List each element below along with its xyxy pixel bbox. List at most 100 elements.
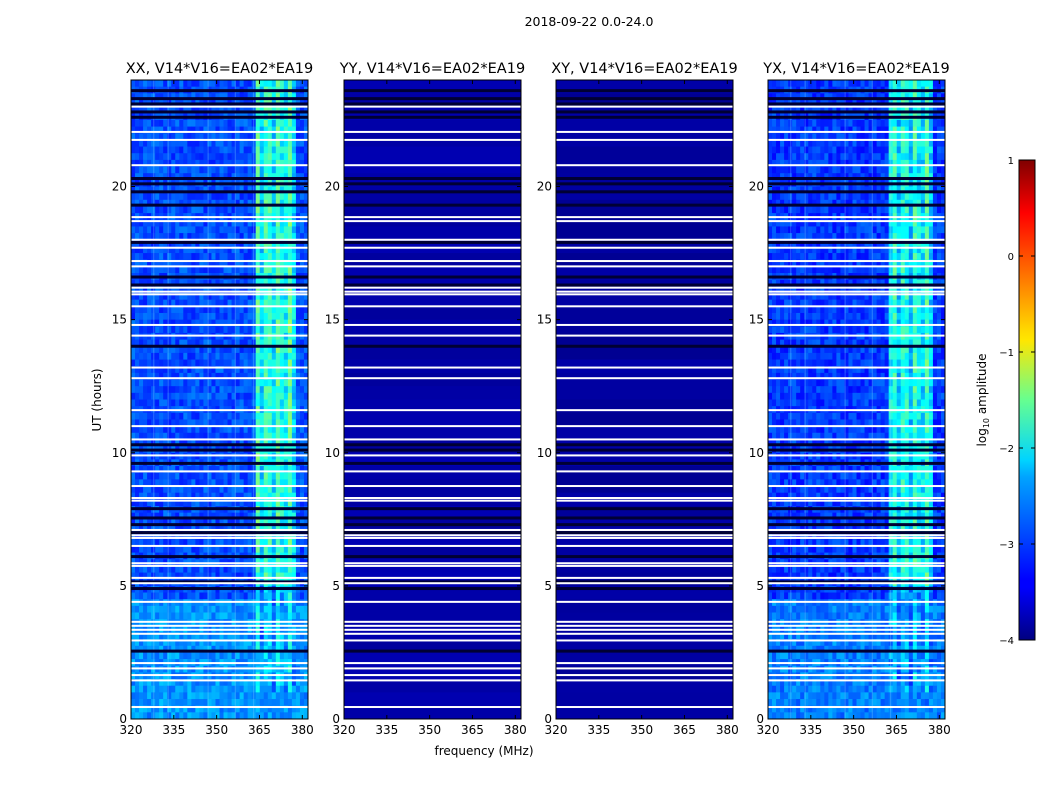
heatmap-cell — [183, 146, 188, 154]
heatmap-row — [344, 426, 521, 440]
heatmap-cell — [203, 705, 208, 713]
heatmap-cell — [299, 312, 305, 321]
heatmap-cell — [227, 519, 232, 527]
heatmap-cell — [171, 206, 176, 214]
heatmap-cell — [219, 419, 224, 427]
heatmap-cell — [131, 605, 136, 613]
heatmap-cell — [227, 286, 232, 294]
heatmap-cell — [183, 139, 188, 147]
heatmap-cell — [219, 80, 224, 88]
heatmap-cell — [179, 186, 184, 194]
heatmap-cell — [283, 366, 289, 374]
heatmap-cell — [299, 466, 305, 474]
heatmap-cell — [299, 359, 305, 367]
heatmap-cell — [820, 106, 825, 114]
heatmap-cell — [219, 699, 224, 707]
heatmap-cell — [175, 153, 180, 161]
heatmap-cell — [255, 679, 261, 687]
heatmap-cell — [199, 193, 204, 201]
heatmap-cell — [227, 419, 232, 427]
heatmap-cell — [203, 399, 208, 407]
heatmap-cell — [187, 392, 192, 400]
heatmap-cell — [263, 692, 269, 700]
heatmap-cell — [908, 80, 914, 88]
heatmap-cell — [219, 299, 224, 307]
heatmap-cell — [243, 359, 249, 367]
heatmap-cell — [227, 352, 232, 360]
heatmap-cell — [135, 259, 140, 267]
heatmap-cell — [243, 392, 249, 400]
heatmap-cell — [191, 392, 196, 400]
heatmap-cell — [227, 266, 232, 274]
heatmap-cell — [191, 652, 196, 660]
heatmap-cell — [283, 705, 289, 713]
heatmap-cell — [239, 319, 245, 327]
heatmap-cell — [295, 386, 301, 394]
heatmap-cell — [255, 173, 261, 181]
heatmap-cell — [227, 565, 232, 573]
heatmap-cell — [255, 186, 261, 194]
heatmap-cell — [804, 119, 809, 127]
heatmap-cell — [163, 173, 168, 181]
heatmap-cell — [239, 386, 245, 394]
heatmap-cell — [215, 392, 220, 400]
heatmap-cell — [231, 372, 236, 380]
heatmap-cell — [163, 279, 168, 287]
heatmap-cell — [275, 306, 281, 314]
heatmap-cell — [199, 286, 204, 294]
heatmap-cell — [263, 259, 269, 267]
heatmap-cell — [279, 133, 285, 141]
heatmap-cell — [171, 652, 176, 660]
heatmap-cell — [283, 679, 289, 687]
heatmap-cell — [800, 106, 805, 114]
heatmap-cell — [215, 286, 220, 294]
heatmap-cell — [231, 166, 236, 174]
heatmap-cell — [163, 139, 168, 147]
heatmap-cell — [291, 126, 297, 134]
heatmap-cell — [896, 126, 902, 134]
heatmap-cell — [135, 426, 140, 434]
heatmap-cell — [275, 259, 281, 267]
heatmap-cell — [856, 119, 861, 127]
heatmap-cell — [175, 612, 180, 620]
heatmap-cell — [283, 286, 289, 294]
heatmap-cell — [792, 126, 797, 134]
heatmap-cell — [179, 326, 184, 334]
heatmap-cell — [283, 379, 289, 387]
heatmap-cell — [171, 159, 176, 167]
heatmap-cell — [291, 432, 297, 440]
heatmap-cell — [247, 472, 253, 480]
heatmap-cell — [199, 419, 204, 427]
heatmap-cell — [171, 486, 176, 494]
heatmap-cell — [187, 106, 192, 114]
heatmap-cell — [155, 592, 160, 600]
heatmap-cell — [235, 259, 241, 267]
heatmap-cell — [183, 426, 188, 434]
heatmap-cell — [247, 359, 253, 367]
heatmap-cell — [211, 519, 216, 527]
heatmap-row — [344, 572, 521, 587]
heatmap-cell — [299, 439, 305, 447]
heatmap-cell — [283, 312, 289, 321]
heatmap-cell — [287, 339, 293, 347]
heatmap-cell — [287, 266, 293, 274]
heatmap-cell — [239, 439, 245, 447]
heatmap-cell — [155, 279, 160, 287]
heatmap-cell — [207, 319, 212, 327]
flagged-row-white — [344, 497, 521, 500]
heatmap-cell — [155, 412, 160, 420]
heatmap-cell — [295, 379, 301, 387]
heatmap-cell — [179, 612, 184, 620]
heatmap-cell — [139, 352, 144, 360]
heatmap-cell — [143, 472, 148, 480]
heatmap-cell — [263, 392, 269, 400]
flagged-row-white — [131, 290, 308, 293]
heatmap-row — [556, 186, 733, 201]
heatmap-cell — [812, 80, 817, 88]
heatmap-cell — [231, 219, 236, 227]
heatmap-cell — [219, 139, 224, 147]
heatmap-row — [344, 306, 521, 321]
heatmap-cell — [291, 499, 297, 507]
heatmap-cell — [187, 419, 192, 427]
heatmap-cell — [191, 279, 196, 287]
